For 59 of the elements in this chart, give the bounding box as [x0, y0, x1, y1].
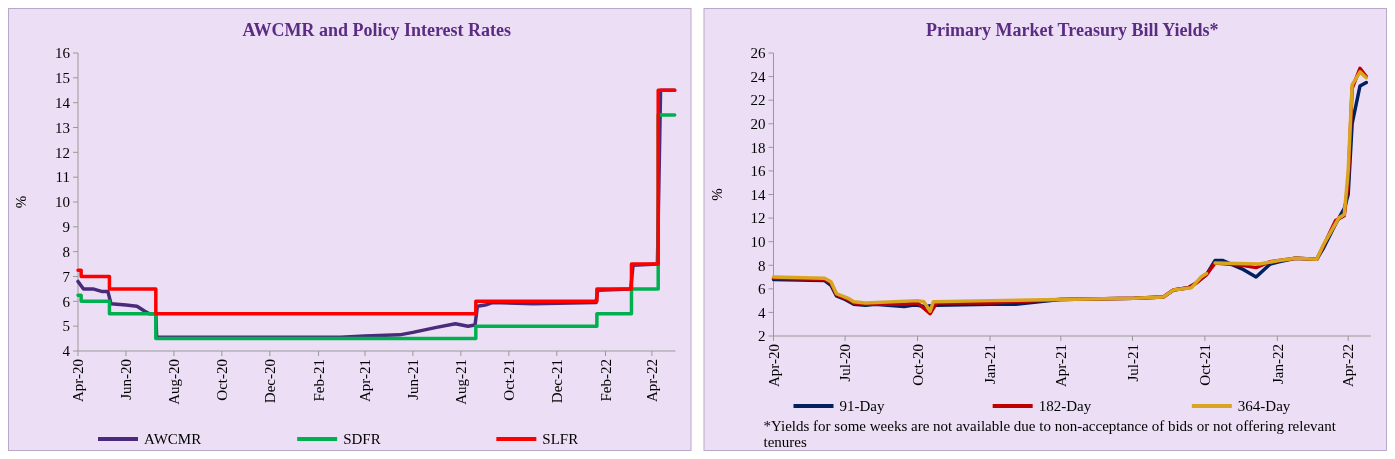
legend-label: SDFR: [343, 431, 381, 448]
x-tick-label: Apr-21: [357, 359, 374, 403]
y-tick-label: 8: [62, 243, 70, 260]
x-tick-label: Feb-21: [310, 359, 327, 402]
x-tick-label: Oct-20: [909, 344, 926, 386]
x-tick-label: Aug-20: [166, 359, 183, 405]
y-tick-label: 12: [750, 210, 766, 227]
y-tick-label: 10: [55, 194, 70, 211]
legend-label: SLFR: [542, 431, 579, 448]
x-tick-label: Apr-20: [70, 359, 87, 403]
y-tick-label: 10: [750, 233, 766, 250]
legend-label: AWCMR: [144, 431, 202, 448]
y-tick-label: 26: [750, 45, 766, 62]
y-tick-label: 5: [62, 318, 70, 335]
x-tick-label: Apr-22: [1340, 344, 1357, 388]
y-tick-label: 18: [750, 139, 766, 156]
x-tick-label: Jan-21: [982, 344, 999, 384]
y-tick-label: 14: [750, 186, 766, 203]
y-axis-title: %: [708, 188, 725, 201]
x-tick-label: Apr-21: [1053, 344, 1070, 388]
x-tick-label: Oct-21: [1197, 344, 1214, 386]
y-tick-label: 16: [750, 163, 766, 180]
y-tick-label: 6: [62, 293, 71, 310]
y-tick-label: 14: [55, 94, 71, 111]
y-axis-title: %: [13, 195, 29, 209]
y-tick-label: 24: [750, 68, 766, 85]
x-tick-label: Apr-22: [644, 359, 661, 403]
y-tick-label: 6: [758, 281, 766, 298]
y-tick-label: 4: [62, 343, 71, 360]
x-tick-label: Dec-20: [262, 359, 279, 404]
legend-label: 182-Day: [1038, 398, 1092, 415]
x-tick-label: Dec-21: [549, 359, 566, 404]
chart-title: AWCMR and Policy Interest Rates: [242, 20, 512, 40]
x-tick-label: Jan-22: [1269, 344, 1286, 384]
y-tick-label: 20: [750, 116, 766, 132]
x-tick-label: Jun-20: [118, 359, 135, 400]
y-tick-label: 16: [55, 45, 71, 62]
y-tick-label: 11: [55, 169, 70, 186]
x-tick-label: Feb-22: [597, 359, 614, 402]
y-tick-label: 4: [758, 304, 766, 321]
y-tick-label: 2: [758, 328, 766, 345]
chart-title: Primary Market Treasury Bill Yields*: [925, 20, 1219, 40]
x-tick-label: Jun-21: [405, 359, 422, 400]
legend-label: 364-Day: [1237, 398, 1291, 415]
x-tick-label: Apr-20: [765, 344, 782, 388]
x-tick-label: Jul-20: [837, 344, 854, 382]
y-tick-label: 12: [55, 144, 70, 161]
text: *Yields for some weeks are not available due to non-acceptance of bids or not offering relevant tenures: [763, 418, 1337, 450]
x-tick-label: Oct-21: [501, 359, 518, 401]
y-tick-label: 7: [62, 268, 71, 285]
y-tick-label: 22: [750, 92, 766, 109]
legend-label: 91-Day: [839, 398, 885, 415]
x-tick-label: Jul-21: [1124, 344, 1141, 382]
x-tick-label: Oct-20: [214, 359, 231, 401]
y-tick-label: 8: [758, 257, 766, 274]
y-tick-label: 9: [62, 219, 70, 236]
y-tick-label: 15: [55, 70, 70, 87]
x-tick-label: Aug-21: [453, 359, 470, 405]
y-tick-label: 13: [55, 119, 70, 136]
